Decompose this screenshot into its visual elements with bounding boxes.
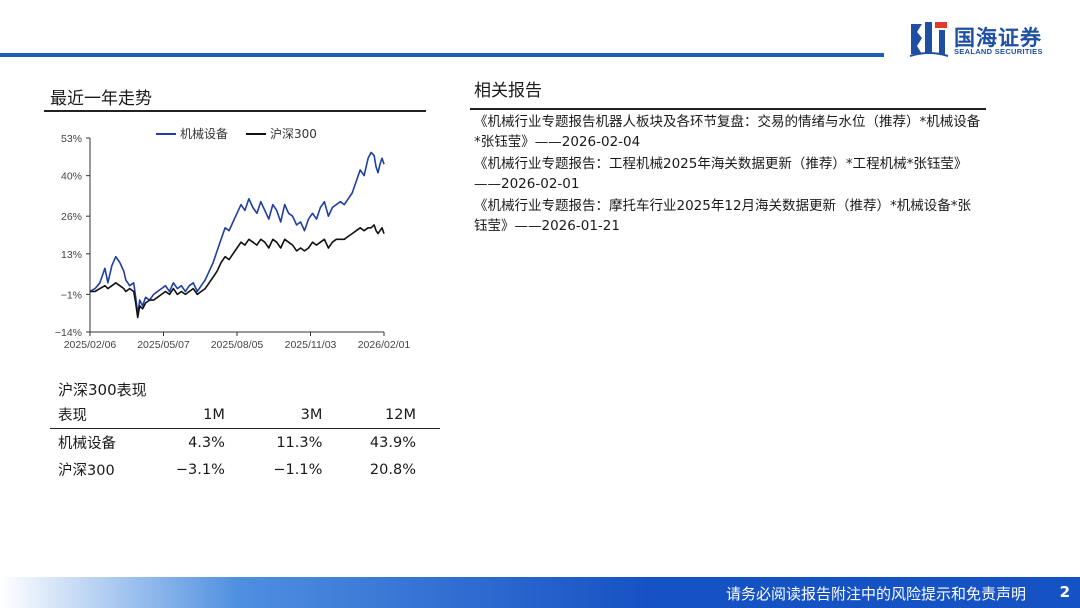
table-cell: 20.8%	[369, 461, 416, 478]
x-tick-label: 2025/02/06	[64, 339, 117, 351]
table-header-row: 表现 1M 3M 12M	[50, 401, 440, 429]
table-cell: −3.1%	[175, 461, 225, 478]
performance-table: 表现 1M 3M 12M 机械设备 4.3% 11.3% 43.9% 沪深300…	[50, 401, 440, 483]
table-cell: −1.1%	[273, 461, 323, 478]
trend-chart: 53% 40% 26% 13% −1% −14% 2025/02/06 2025/05/07 2…	[50, 118, 430, 358]
table-header-cell: 12M	[322, 401, 440, 429]
y-tick-label: 13%	[61, 249, 82, 261]
y-tick-label: 40%	[61, 171, 82, 183]
y-tick-label: 53%	[61, 133, 82, 145]
table-header-cell: 表现	[50, 401, 156, 429]
table-cell: 沪深300	[58, 463, 115, 479]
related-reports-list: 《机械行业专题报告机器人板块及各环节复盘：交易的情绪与水位（推荐）*机械设备*张…	[474, 112, 984, 238]
y-tick-label: 26%	[61, 211, 82, 223]
y-tick-label: −1%	[61, 289, 82, 301]
x-tick-label: 2025/08/05	[211, 339, 264, 351]
footer-disclaimer: 请务必阅读报告附注中的风险提示和免责声明	[725, 585, 1026, 603]
report-link-3[interactable]: 《机械行业专题报告：摩托车行业2025年12月海关数据更新（推荐）*机械设备*张…	[474, 198, 972, 234]
x-tick-label: 2025/05/07	[137, 339, 190, 351]
performance-title: 沪深300表现	[58, 381, 147, 399]
company-name-cn: 国海证券	[954, 26, 1042, 50]
company-name-en: SEALAND SECURITIES	[954, 47, 1043, 56]
page-number: 2	[1059, 583, 1070, 601]
header-rule	[0, 53, 884, 57]
related-reports-rule	[470, 108, 986, 110]
related-reports-title: 相关报告	[474, 81, 542, 101]
series-line-1	[89, 151, 385, 316]
table-row: 机械设备 4.3% 11.3% 43.9%	[50, 429, 440, 457]
table-cell: 43.9%	[369, 434, 416, 451]
series-line-2	[90, 224, 385, 319]
trend-title-rule	[44, 110, 426, 112]
sealand-logo-icon	[909, 22, 949, 57]
table-header-cell: 1M	[155, 401, 225, 429]
table-cell: 机械设备	[58, 436, 116, 452]
legend-label-1: 机械设备	[180, 126, 228, 141]
y-tick-label: −14%	[55, 327, 82, 339]
footer-bar: 请务必阅读报告附注中的风险提示和免责声明 2	[0, 577, 1080, 608]
report-link-1[interactable]: 《机械行业专题报告机器人板块及各环节复盘：交易的情绪与水位（推荐）*机械设备*张…	[474, 114, 981, 150]
company-logo: 国海证券 SEALAND SECURITIES	[908, 18, 1068, 60]
table-cell: 4.3%	[188, 434, 225, 451]
trend-chart-svg: 53% 40% 26% 13% −1% −14%2025/02/06 2025/05/07 2…	[55, 126, 411, 351]
table-row: 沪深300 −3.1% −1.1% 20.8%	[50, 456, 440, 483]
table-header-cell: 3M	[224, 401, 323, 429]
table-cell: 11.3%	[276, 434, 323, 451]
trend-title: 最近一年走势	[50, 89, 152, 109]
report-link-2[interactable]: 《机械行业专题报告：工程机械2025年海关数据更新（推荐）*工程机械*张钰莹》—…	[474, 156, 968, 192]
x-tick-label: 2025/11/03	[285, 339, 337, 351]
legend-label-2: 沪深300	[270, 127, 317, 141]
x-tick-label: 2026/02/01	[358, 339, 411, 351]
